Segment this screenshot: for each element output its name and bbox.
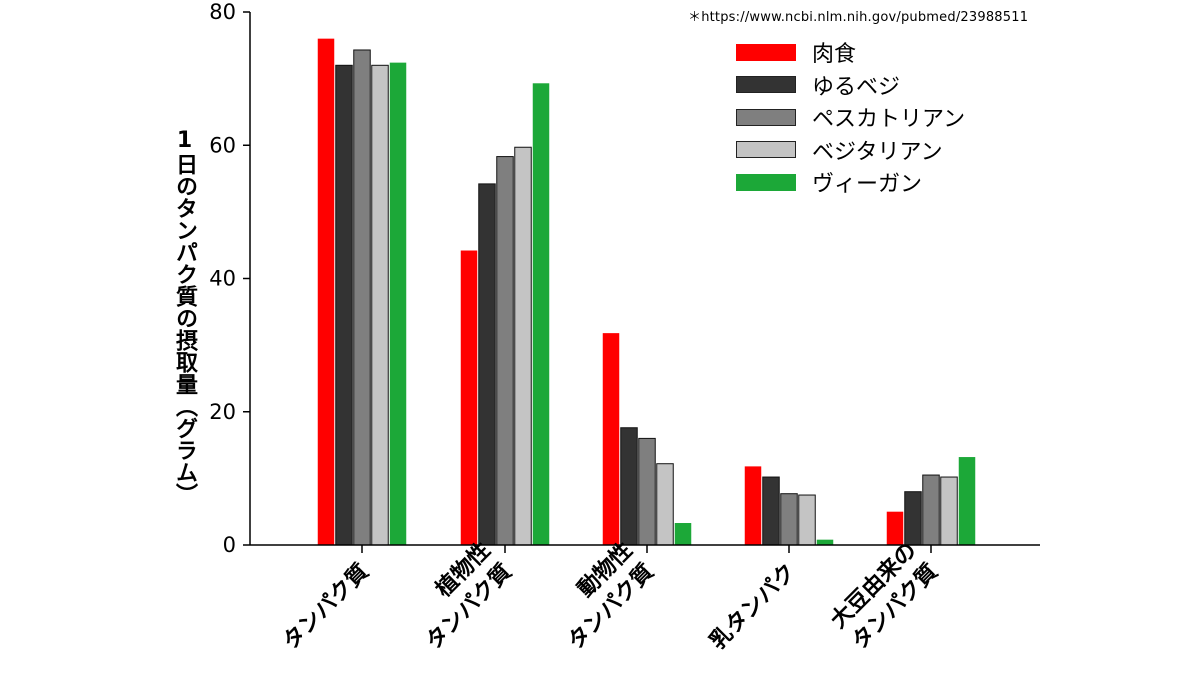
x-tick-label: 乳タンパク [705,559,801,655]
legend-item-vegan: ヴィーガン [736,166,965,199]
legend-swatch [736,108,796,126]
y-ticks-group: 0 20 40 60 80 [209,0,250,557]
bar [514,146,532,546]
bar [478,183,496,546]
bar [371,64,389,546]
legend-swatch [736,43,796,61]
x-tick-label: タンパク質 [278,559,373,654]
y-axis-label: 1日のタンパク質の摂取量（グラム） [172,128,197,505]
x-tick-label-line: 乳タンパク [705,559,801,655]
y-tick-label: 60 [209,133,236,157]
bar [798,494,816,546]
bar [904,491,922,546]
bar [886,511,904,545]
legend-item-meat: 肉食 [736,36,965,69]
bar [958,457,976,545]
legend-item-flexitarian: ゆるベジ [736,69,965,102]
legend-label: 肉食 [812,42,857,68]
legend-swatch [736,141,796,159]
legend-item-pescatarian: ペスカトリアン [736,101,965,134]
bar [353,49,371,546]
bar [389,62,407,545]
bar [496,156,514,546]
y-tick-label: 0 [223,533,236,557]
bar [460,250,478,545]
legend-swatch [736,173,796,191]
y-tick-label: 20 [209,400,236,424]
bar [335,64,353,546]
y-tick-label: 40 [209,267,236,291]
source-note: ＊https://www.ncbi.nlm.nih.gov/pubmed/239… [688,10,1029,25]
bar [922,474,940,546]
bar [940,476,958,546]
bar [816,539,834,545]
bar [532,83,550,545]
bar [638,437,656,546]
legend-label: ゆるベジ [812,74,901,100]
bar [762,476,780,546]
bar [656,463,674,546]
bar [674,523,692,545]
legend-item-vegetarian: ベジタリアン [736,134,965,167]
legend-swatch [736,76,796,94]
bar [602,333,620,545]
legend: 肉食 ゆるベジ ペスカトリアン ベジタリアン ヴィーガン [736,36,965,199]
x-tick-label-line: タンパク質 [278,559,373,654]
bar [780,493,798,546]
legend-label: ペスカトリアン [812,107,966,133]
legend-label: ベジタリアン [812,139,943,165]
legend-label: ヴィーガン [812,172,923,198]
bar [317,38,335,546]
bar [620,427,638,546]
y-tick-label: 80 [209,0,236,24]
bar [744,466,762,545]
